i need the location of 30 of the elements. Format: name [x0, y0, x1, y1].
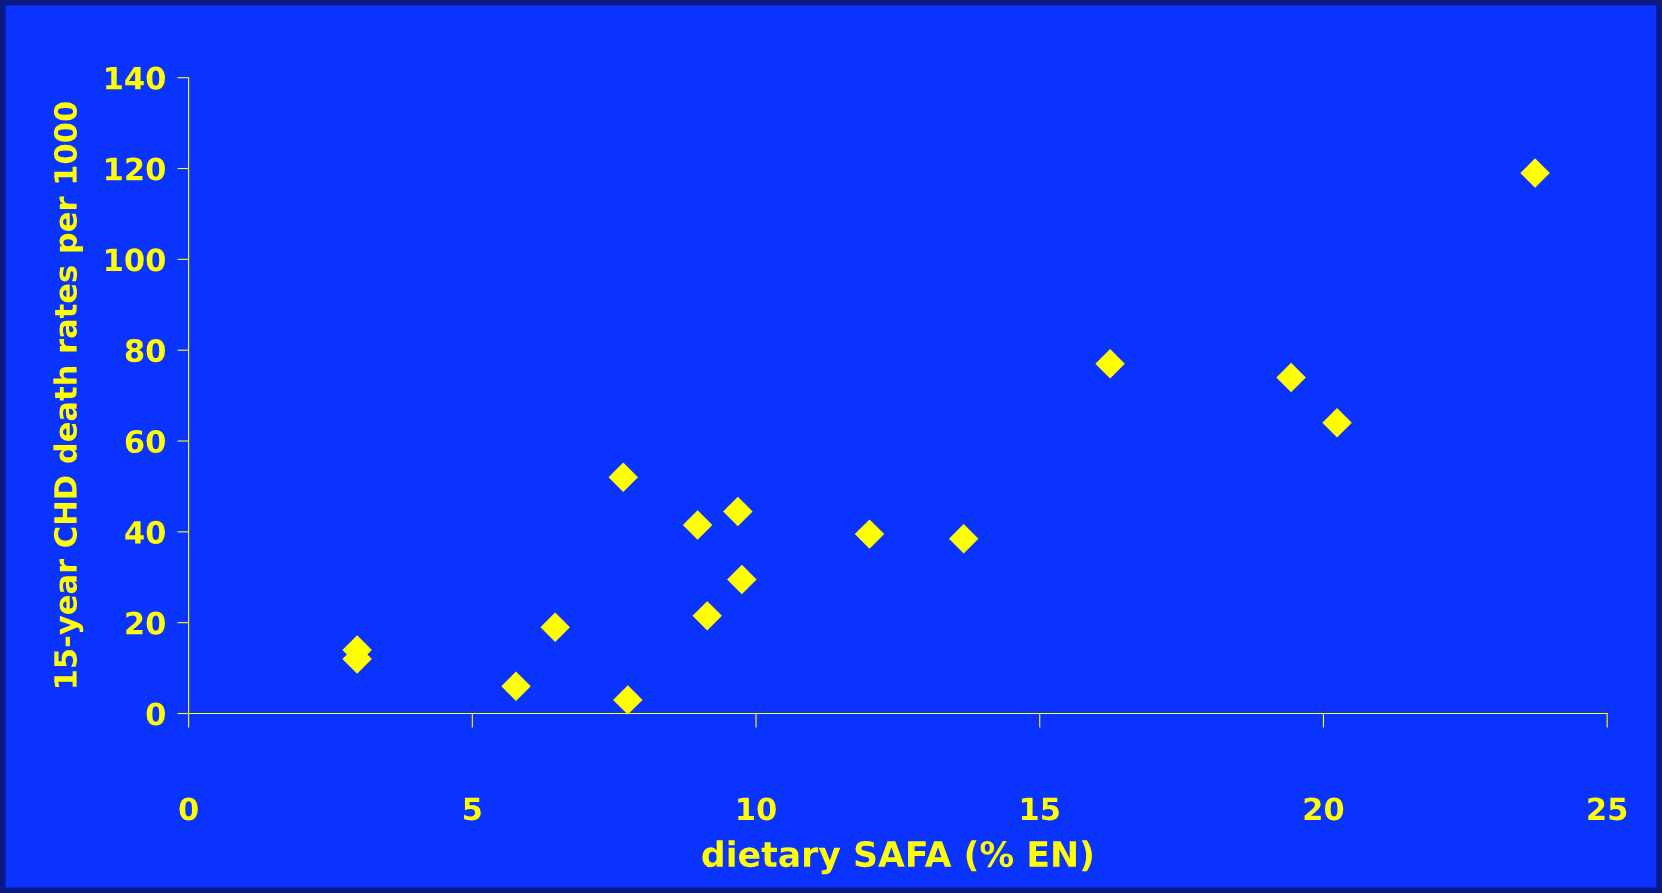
- point: [540, 612, 570, 642]
- x-tick-label: 25: [1588, 797, 1627, 821]
- y-tick-label: 100: [106, 248, 165, 272]
- y-tick-label: 80: [125, 339, 165, 363]
- x-tick-label: 10: [738, 797, 776, 821]
- x-tick-label: 20: [1304, 797, 1344, 821]
- point: [608, 462, 638, 492]
- y-tick-label: 120: [106, 157, 165, 181]
- point: [683, 510, 713, 540]
- point: [1276, 362, 1306, 392]
- y-tick-label: 140: [106, 66, 165, 90]
- point: [727, 565, 757, 594]
- y-tick-label: 60: [125, 429, 165, 454]
- y-axis-title: 15-year CHD death rates per 1000: [53, 102, 84, 687]
- point: [1322, 408, 1352, 438]
- point: [723, 496, 753, 526]
- x-axis-title: dietary SAFA (% EN): [702, 840, 1092, 875]
- point: [501, 671, 531, 701]
- x-tick-label: 15: [1021, 797, 1059, 821]
- x-tick-label: 5: [464, 797, 481, 821]
- point: [1095, 349, 1125, 379]
- y-tick-label: 40: [125, 520, 165, 544]
- point: [855, 519, 884, 549]
- point: [949, 524, 979, 554]
- y-tick-label: 0: [146, 702, 165, 726]
- point: [1520, 158, 1550, 188]
- x-tick-label: 0: [179, 797, 198, 821]
- y-tick-label: 20: [126, 611, 165, 635]
- point: [692, 601, 722, 631]
- point: [613, 685, 643, 715]
